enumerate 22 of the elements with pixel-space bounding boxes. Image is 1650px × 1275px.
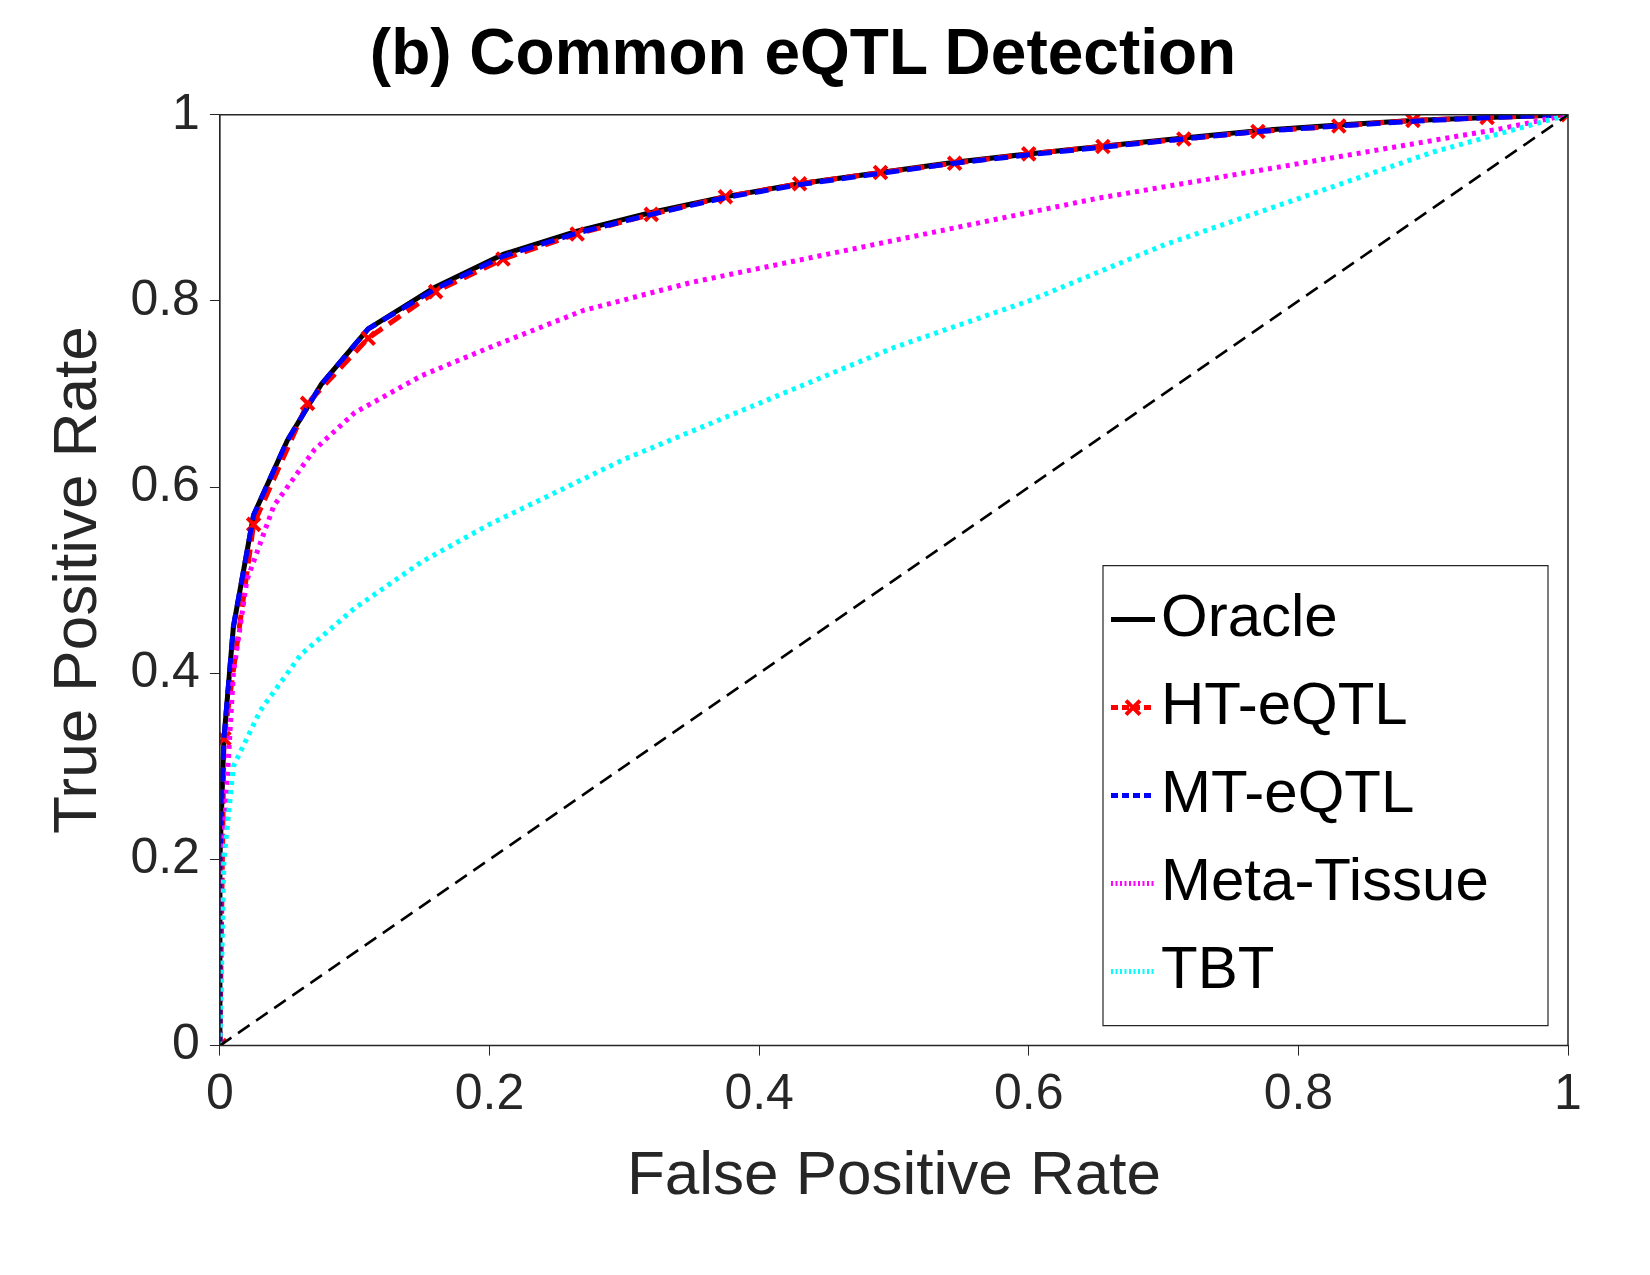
- y-tick-label: 1: [172, 83, 200, 140]
- point: [245, 515, 262, 533]
- y-axis-title: True Positive Rate: [40, 326, 110, 835]
- x-tick-label: 1: [1554, 1064, 1582, 1121]
- y-tick-label: 0: [172, 1014, 200, 1071]
- y-tick-label: 0.8: [130, 269, 200, 326]
- x-tick-label: 0.4: [724, 1064, 794, 1121]
- y-tick-label: 0.2: [130, 828, 200, 885]
- chart-title: (b) Common eQTL Detection: [369, 16, 1237, 89]
- x-tick-label: 0.6: [994, 1064, 1064, 1121]
- point: [359, 329, 377, 347]
- point: [1175, 130, 1193, 148]
- x-axis-title: False Positive Rate: [626, 1137, 1162, 1207]
- y-tick-label: 0.6: [130, 455, 200, 512]
- legend-label: TBT: [1161, 934, 1275, 1002]
- x-tick-label: 0.8: [1263, 1064, 1334, 1121]
- y-tick-label: 0.4: [130, 642, 200, 699]
- x-tick-label: 0.2: [454, 1064, 525, 1121]
- legend-label: Meta-Tissue: [1161, 846, 1489, 914]
- legend-label: Oracle: [1161, 582, 1338, 650]
- legend-label: HT-eQTL: [1161, 670, 1408, 738]
- legend-label: MT-eQTL: [1161, 758, 1415, 826]
